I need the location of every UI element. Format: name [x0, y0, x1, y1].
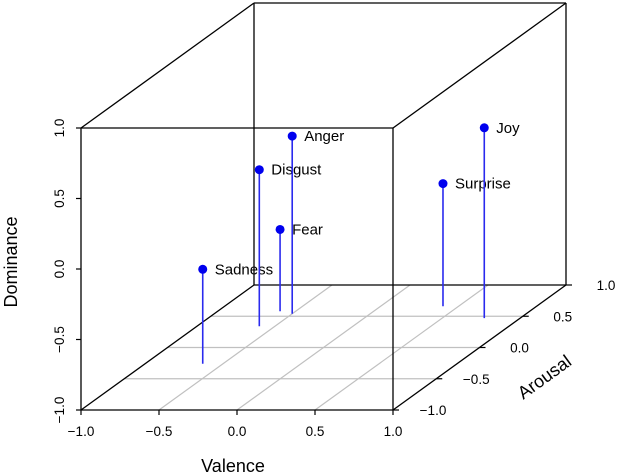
data-point-sadness: Sadness — [198, 261, 273, 364]
point-marker-icon — [479, 123, 489, 133]
arousal-tick-label: −0.5 — [463, 372, 490, 387]
dominance-tick-label: −0.5 — [52, 326, 67, 353]
arousal-tick-label: 1.0 — [597, 278, 616, 293]
box-edge — [80, 2, 255, 129]
data-points: Sadness Disgust Fear Anger Surprise Joy — [198, 120, 520, 364]
point-marker-icon — [275, 224, 285, 234]
dominance-axis-title: Dominance — [1, 216, 21, 307]
dominance-tick-label: −1.0 — [52, 397, 67, 424]
data-point-disgust: Disgust — [254, 162, 322, 327]
valence-tick-label: −1.0 — [68, 424, 95, 439]
point-label: Joy — [496, 120, 520, 137]
point-marker-icon — [254, 165, 264, 175]
point-label: Anger — [304, 128, 344, 145]
point-label: Disgust — [271, 162, 322, 179]
dominance-tick-label: 1.0 — [52, 119, 67, 138]
point-label: Surprise — [455, 176, 511, 193]
point-label: Fear — [292, 221, 323, 238]
box-edge — [392, 2, 567, 129]
point-marker-icon — [287, 131, 297, 141]
arousal-tick-label: 0.0 — [510, 341, 529, 356]
data-point-anger: Anger — [287, 128, 344, 314]
valence-axis-title: Valence — [201, 456, 265, 476]
valence-tick-label: −0.5 — [146, 424, 173, 439]
dominance-tick-label: 0.5 — [52, 189, 67, 208]
arousal-tick-label: −1.0 — [420, 403, 447, 418]
data-point-fear: Fear — [275, 221, 323, 312]
point-marker-icon — [438, 179, 448, 189]
data-point-joy: Joy — [479, 120, 520, 319]
point-marker-icon — [198, 264, 208, 274]
valence-tick-label: 1.0 — [384, 424, 403, 439]
arousal-tick-label: 0.5 — [553, 309, 572, 324]
arousal-axis-title: Arousal — [514, 351, 575, 403]
box-edge — [80, 284, 255, 411]
point-label: Sadness — [215, 261, 273, 278]
dominance-tick-label: 0.0 — [52, 260, 67, 279]
data-point-surprise: Surprise — [438, 176, 511, 307]
floor-grid — [124, 284, 523, 411]
axis-ticks: −1.0 −0.5 0.0 0.5 1.0 −1.0 −0.5 0.0 0.5 1.0 −1.0 −0… — [52, 119, 615, 439]
bounding-box — [80, 2, 567, 411]
valence-tick-label: 0.5 — [306, 424, 325, 439]
valence-tick-label: 0.0 — [228, 424, 247, 439]
